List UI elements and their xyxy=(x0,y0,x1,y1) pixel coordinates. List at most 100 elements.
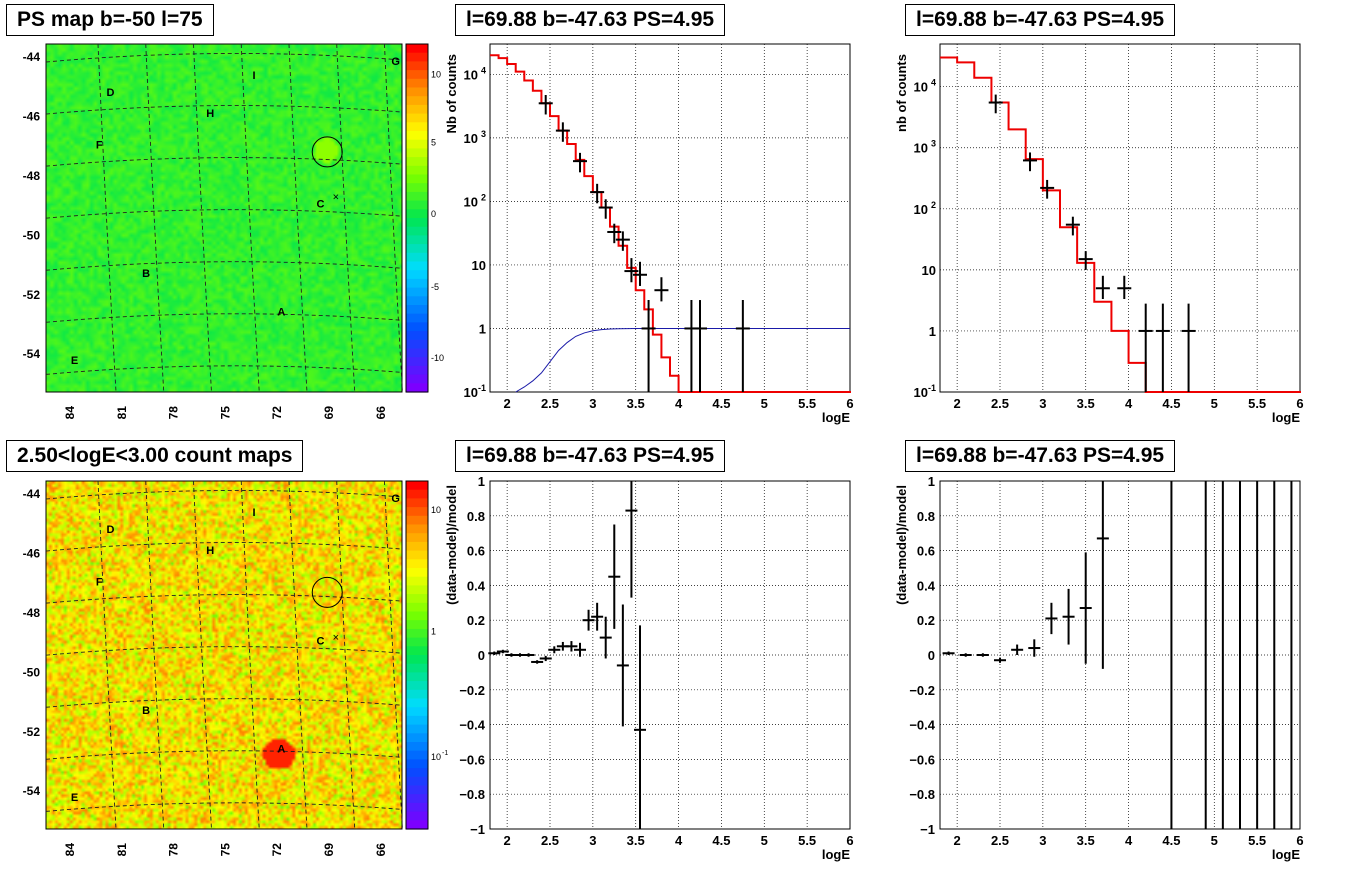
x-tick-label: 3 xyxy=(1039,833,1046,848)
colorbar-cell xyxy=(406,524,428,534)
y-tick-label: -46 xyxy=(23,546,41,560)
colorbar-cell xyxy=(406,802,428,813)
y-tick-label: -50 xyxy=(23,665,41,679)
colorbar-cell xyxy=(406,200,428,210)
y-tick-label: -48 xyxy=(23,606,41,620)
colorbar-cell xyxy=(406,628,428,639)
x-tick-label: 81 xyxy=(115,843,129,857)
source-label-h: H xyxy=(206,545,214,557)
x-axis-label: logE xyxy=(1272,847,1300,862)
y-tick-label: 0 xyxy=(478,648,485,663)
colorbar-cell xyxy=(406,785,428,795)
source-cross: × xyxy=(333,632,339,644)
colorbar-cell xyxy=(406,620,428,630)
colorbar-cell xyxy=(406,261,428,271)
y-tick-label: −0.4 xyxy=(909,718,935,733)
y-tick-exponent: 2 xyxy=(481,192,486,202)
y-tick-exponent: 4 xyxy=(931,78,936,88)
colorbar-cell xyxy=(406,322,428,332)
ps-map-plot: × A B C D E F G H I 84 81 78 75 72 69 66 xyxy=(45,43,429,420)
map-grid-parallel xyxy=(45,542,403,552)
y-tick-label: −0.6 xyxy=(459,752,485,767)
colorbar-cell xyxy=(406,218,428,228)
y-tick-label: 10 xyxy=(914,80,928,95)
map-grid-parallel xyxy=(45,490,403,500)
x-tick-label: 6 xyxy=(1296,833,1303,848)
colorbar-cell xyxy=(406,78,428,89)
map-grid-parallel xyxy=(45,157,403,167)
x-tick-label: 66 xyxy=(374,406,388,420)
colorbar-cell xyxy=(406,550,428,560)
top-right-title: l=69.88 b=-47.63 PS=4.95 xyxy=(905,4,1176,36)
x-tick-label: 3 xyxy=(1039,396,1046,411)
x-axis-label: logE xyxy=(822,410,850,425)
x-tick-label: 5 xyxy=(761,396,768,411)
colorbar-cell xyxy=(406,759,428,769)
colorbar-cell xyxy=(406,750,428,760)
x-tick-label: 3 xyxy=(589,833,596,848)
colorbar-cell xyxy=(406,183,428,193)
colorbar-cell xyxy=(406,811,428,821)
source-label-b: B xyxy=(142,268,150,280)
colorbar-cell xyxy=(406,733,428,743)
y-tick-exponent: -1 xyxy=(478,383,486,393)
x-tick-label: 66 xyxy=(374,843,388,857)
source-label-d: D xyxy=(107,87,115,99)
map-grid-meridian xyxy=(240,480,260,830)
colorbar-cell xyxy=(406,70,428,80)
colorbar-cell xyxy=(406,139,428,149)
colorbar-cell xyxy=(406,594,428,604)
y-tick-label: 10 xyxy=(922,263,936,278)
x-tick-label: 2.5 xyxy=(541,396,559,411)
colorbar-cell xyxy=(406,365,428,376)
map-grid-meridian xyxy=(336,43,356,393)
colorbar-tick-label: 5 xyxy=(431,137,436,147)
x-tick-label: 4.5 xyxy=(712,396,730,411)
colorbar-cell xyxy=(406,498,428,508)
colorbar-cell xyxy=(406,61,428,71)
map-grid-parallel xyxy=(45,365,403,375)
y-tick-label: 0.8 xyxy=(467,509,485,524)
source-label-f: F xyxy=(96,576,103,588)
colorbar-frame xyxy=(405,43,429,393)
colorbar-cell xyxy=(406,637,428,647)
plot-frame xyxy=(939,480,1301,830)
x-tick-label: 5.5 xyxy=(798,833,816,848)
y-axis-label: (data-model)/model xyxy=(444,485,459,605)
y-tick-label: −0.6 xyxy=(909,752,935,767)
y-tick-label: -44 xyxy=(23,487,41,501)
colorbar-tick-label: -10 xyxy=(431,353,444,363)
x-tick-label: 2.5 xyxy=(991,396,1009,411)
efficiency-curve xyxy=(515,327,850,393)
y-tick-exponent: 3 xyxy=(481,129,486,139)
colorbar-cell xyxy=(406,165,428,176)
colorbar-cell xyxy=(406,357,428,367)
x-tick-label: 3.5 xyxy=(1077,396,1095,411)
colorbar-cell xyxy=(406,96,428,106)
colorbar-cell xyxy=(406,489,428,499)
colorbar-cell xyxy=(406,287,428,297)
colorbar-tick-label: 10 xyxy=(431,752,441,762)
source-label-a: A xyxy=(277,306,285,318)
colorbar-tick-label: 1 xyxy=(431,627,436,637)
x-tick-label: 72 xyxy=(270,406,284,420)
y-tick-label: 10 xyxy=(464,385,478,400)
y-tick-label: 10 xyxy=(464,67,478,82)
colorbar-cell xyxy=(406,698,428,708)
x-tick-label: 72 xyxy=(270,843,284,857)
x-tick-label: 4 xyxy=(1125,833,1133,848)
x-tick-label: 5.5 xyxy=(798,396,816,411)
map-grid-parallel xyxy=(45,105,403,115)
map-grid-meridian xyxy=(288,43,308,393)
colorbar-cell xyxy=(406,348,428,358)
map-grid-meridian xyxy=(384,43,403,393)
colorbar-cell xyxy=(406,776,428,787)
y-tick-label: -48 xyxy=(23,169,41,183)
source-label-e: E xyxy=(71,355,78,367)
colorbar-cell xyxy=(406,742,428,752)
source-label-c: C xyxy=(317,199,325,211)
colorbar-tick-label: 0 xyxy=(431,209,436,219)
colorbar-cell xyxy=(406,131,428,141)
y-tick-label: 1 xyxy=(478,474,485,489)
y-tick-label: 10 xyxy=(464,194,478,209)
